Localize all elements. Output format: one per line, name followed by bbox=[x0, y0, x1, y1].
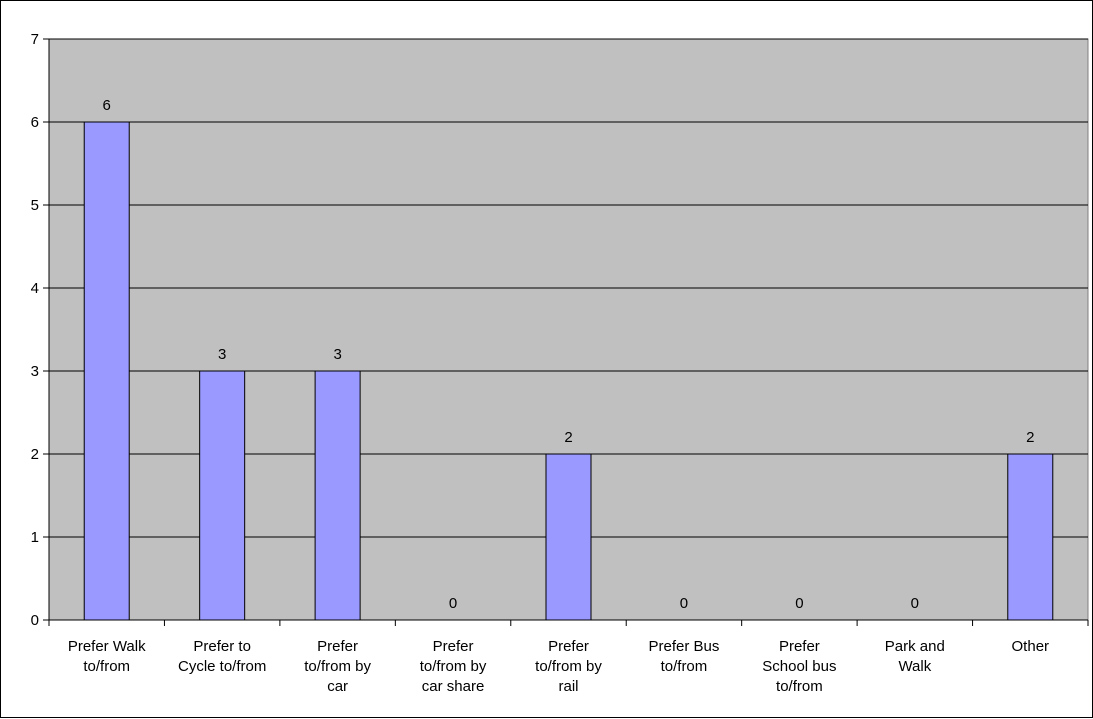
y-tick-label: 0 bbox=[31, 612, 39, 629]
category-label-line: Walk bbox=[898, 658, 931, 675]
bar bbox=[199, 370, 246, 621]
y-tick-label: 6 bbox=[31, 114, 39, 131]
category-label-line: to/from bbox=[83, 658, 130, 675]
data-label: 0 bbox=[449, 595, 457, 612]
category-label: Park and Walk bbox=[885, 638, 945, 675]
category-label: Other bbox=[1012, 638, 1050, 655]
category-label-line: Cycle to/from bbox=[178, 658, 266, 675]
category-label-line: Prefer bbox=[548, 638, 589, 655]
data-label: 6 bbox=[103, 97, 111, 114]
category-label: Prefer Bus to/from bbox=[649, 638, 720, 675]
y-tick-label: 5 bbox=[31, 197, 39, 214]
category-label: Prefer to Cycle to/from bbox=[178, 638, 266, 675]
data-label: 0 bbox=[911, 595, 919, 612]
category-label: Prefer School bus to/from bbox=[762, 638, 836, 695]
category-label-line: rail bbox=[558, 678, 578, 695]
category-label-line: to/from by bbox=[535, 658, 602, 675]
category-label-line: car bbox=[327, 678, 348, 695]
data-label: 3 bbox=[218, 346, 226, 363]
category-label: Prefer to/from by car share bbox=[420, 638, 487, 695]
data-label: 3 bbox=[333, 346, 341, 363]
y-tick-label: 1 bbox=[31, 529, 39, 546]
bar bbox=[83, 121, 130, 621]
category-label-line: Prefer bbox=[317, 638, 358, 655]
data-label: 2 bbox=[1026, 429, 1034, 446]
y-tick-label: 4 bbox=[31, 280, 39, 297]
category-label-line: Prefer bbox=[779, 638, 820, 655]
category-label-line: Prefer Bus bbox=[649, 638, 720, 655]
category-label-line: Prefer Walk bbox=[68, 638, 146, 655]
category-label-line: School bus bbox=[762, 658, 836, 675]
data-label: 0 bbox=[680, 595, 688, 612]
bar bbox=[545, 453, 592, 621]
category-label: Prefer Walk to/from bbox=[68, 638, 146, 675]
category-label-line: Park and bbox=[885, 638, 945, 655]
category-label-line: to/from bbox=[661, 658, 708, 675]
data-label: 2 bbox=[564, 429, 572, 446]
category-label-line: Prefer to bbox=[193, 638, 251, 655]
category-label-line: to/from by bbox=[420, 658, 487, 675]
category-label-line: car share bbox=[422, 678, 485, 695]
category-label-line: to/from bbox=[776, 678, 823, 695]
category-label: Prefer to/from by car bbox=[304, 638, 371, 695]
y-tick-label: 2 bbox=[31, 446, 39, 463]
data-label: 0 bbox=[795, 595, 803, 612]
bar bbox=[1007, 453, 1054, 621]
category-label-line: Prefer bbox=[433, 638, 474, 655]
category-label-line: Other bbox=[1012, 638, 1050, 655]
category-label: Prefer to/from by rail bbox=[535, 638, 602, 695]
y-tick-label: 3 bbox=[31, 363, 39, 380]
bar bbox=[314, 370, 361, 621]
y-tick-label: 7 bbox=[31, 31, 39, 48]
category-label-line: to/from by bbox=[304, 658, 371, 675]
